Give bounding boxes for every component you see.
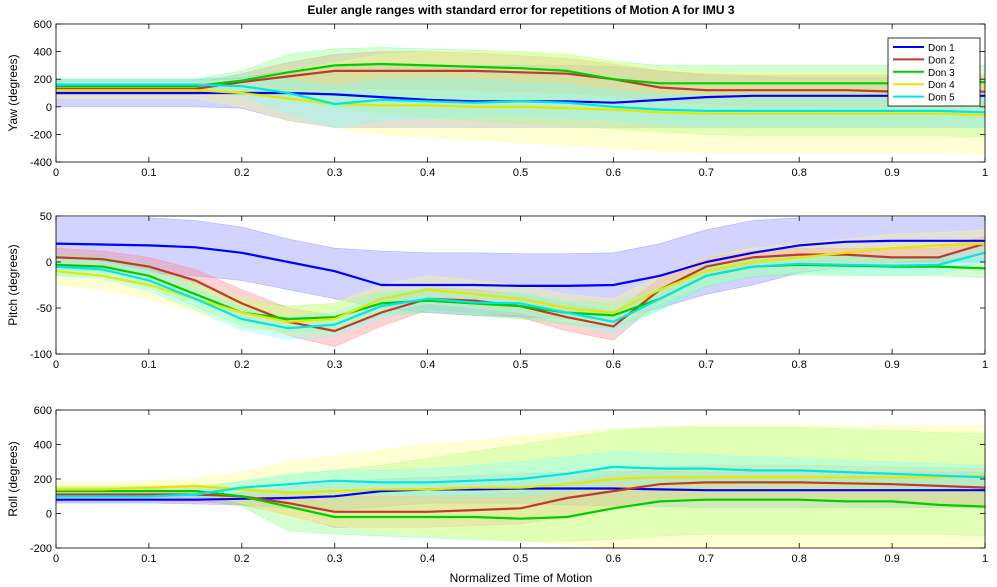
series-group-roll — [56, 425, 985, 548]
x-tick-label: 0.6 — [606, 359, 621, 371]
subplot-roll: 0 0.1 0.2 0.3 0.4 0.5 0.6 0.7 0.8 0.9 1-2000200400… — [6, 405, 988, 565]
subplots: 0 0.1 0.2 0.3 0.4 0.5 0.6 0.7 0.8 0.9 1-400-200020… — [6, 19, 988, 565]
x-tick-label: 1 — [982, 167, 988, 179]
x-axis-label: Normalized Time of Motion — [450, 571, 593, 585]
x-tick-label: 0.8 — [792, 359, 807, 371]
x-tick-label: 0 — [53, 167, 59, 179]
series-line-don-2 — [56, 69, 985, 93]
y-tick-label: 600 — [34, 19, 52, 31]
y-tick-label: -50 — [36, 303, 52, 315]
x-tick-label: 0.5 — [513, 359, 528, 371]
y-tick-label: 600 — [34, 405, 52, 417]
error-band-don-2 — [56, 51, 985, 108]
x-tick-label: 0.4 — [420, 553, 435, 565]
error-band-don-1 — [56, 217, 985, 320]
legend-label: Don 1 — [928, 43, 955, 54]
y-tick-label: 0 — [46, 102, 52, 114]
series-group-pitch — [56, 217, 985, 347]
x-tick-label: 0.6 — [606, 553, 621, 565]
y-tick-label: 200 — [34, 474, 52, 486]
y-tick-label: -100 — [30, 349, 52, 361]
series-line-don-1 — [56, 239, 985, 287]
y-axis-label-yaw: Yaw (degrees) — [6, 54, 20, 131]
y-tick-label: 400 — [34, 440, 52, 452]
legend-label: Don 5 — [928, 93, 955, 104]
series-line-don-4 — [56, 474, 985, 494]
x-tick-label: 0.8 — [792, 167, 807, 179]
series-line-don-2 — [56, 481, 985, 513]
x-tick-label: 0.9 — [884, 359, 899, 371]
y-tick-label: -200 — [30, 543, 52, 555]
x-tick-label: 0 — [53, 553, 59, 565]
series-line-don-5 — [56, 251, 985, 330]
x-tick-label: 0.7 — [699, 359, 714, 371]
x-tick-label: 0.9 — [884, 553, 899, 565]
subplot-pitch: 0 0.1 0.2 0.3 0.4 0.5 0.6 0.7 0.8 0.9 1 -100 -50 0 50 P… — [6, 211, 988, 371]
x-tick-label: 0.5 — [513, 167, 528, 179]
x-tick-label: 0.7 — [699, 167, 714, 179]
x-tick-label: 0 — [53, 359, 59, 371]
x-tick-label: 0.2 — [234, 167, 249, 179]
legend-label: Don 3 — [928, 68, 955, 79]
x-tick-label: 0.3 — [327, 167, 342, 179]
series-line-don-4 — [56, 242, 985, 323]
legend-label: Don 2 — [928, 55, 955, 66]
x-tick-label: 0.9 — [884, 167, 899, 179]
x-tick-label: 0.4 — [420, 167, 435, 179]
x-tick-label: 0.6 — [606, 167, 621, 179]
series-line-don-5 — [56, 465, 985, 498]
y-tick-label: -200 — [30, 129, 52, 141]
x-tick-label: 0.3 — [327, 553, 342, 565]
x-tick-label: 0.7 — [699, 553, 714, 565]
x-tick-label: 1 — [982, 359, 988, 371]
x-tick-label: 0.1 — [141, 167, 156, 179]
x-tick-label: 0.1 — [141, 553, 156, 565]
y-tick-label: 400 — [34, 47, 52, 59]
x-tick-label: 0.8 — [792, 553, 807, 565]
y-tick-label: 0 — [46, 257, 52, 269]
y-axis-label-roll: Roll (degrees) — [6, 441, 20, 516]
x-tick-label: 0.4 — [420, 359, 435, 371]
y-tick-label: 0 — [46, 509, 52, 521]
x-tick-label: 0.2 — [234, 359, 249, 371]
x-tick-label: 0.2 — [234, 553, 249, 565]
x-tick-label: 1 — [982, 553, 988, 565]
x-tick-label: 0.1 — [141, 359, 156, 371]
series-line-don-5 — [56, 83, 985, 114]
y-tick-label: -400 — [30, 157, 52, 169]
x-tick-label: 0.3 — [327, 359, 342, 371]
error-band-don-3 — [56, 427, 985, 542]
y-tick-label: 50 — [40, 211, 52, 223]
y-tick-label: 200 — [34, 74, 52, 86]
series-line-don-4 — [56, 89, 985, 117]
x-tick-label: 0.5 — [513, 553, 528, 565]
y-axis-label-pitch: Pitch (degrees) — [6, 244, 20, 325]
subplot-yaw: 0 0.1 0.2 0.3 0.4 0.5 0.6 0.7 0.8 0.9 1 -400 -200 0 20… — [6, 19, 988, 179]
figure-title: Euler angle ranges with standard error f… — [307, 3, 734, 17]
legend-label: Don 4 — [928, 80, 955, 91]
series-group-yaw — [56, 47, 985, 155]
